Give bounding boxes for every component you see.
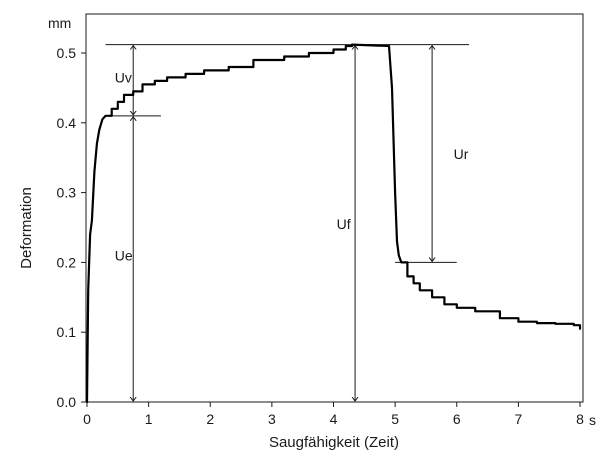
series-group	[85, 43, 582, 404]
dimension-label-ue: Ue	[115, 247, 133, 263]
x-tick-label: 0	[83, 411, 91, 427]
x-tick-label: 5	[391, 411, 399, 427]
series-line	[85, 43, 582, 404]
x-tick-label: 7	[514, 411, 522, 427]
dimension-label-ur: Ur	[454, 146, 469, 162]
dimension-label-uf: Uf	[337, 216, 351, 232]
y-tick-label: 0.5	[57, 45, 77, 61]
y-tick-label: 0.4	[57, 115, 77, 131]
annotations: Uv Ue Uf Ur	[115, 46, 469, 401]
y-axis: 0.0 0.1 0.2 0.3 0.4 0.5	[57, 45, 86, 410]
x-tick-label: 4	[330, 411, 338, 427]
x-axis: 0 1 2 3 4 5 6 7 8	[83, 402, 584, 427]
x-axis-title: Saugfähigkeit (Zeit)	[269, 434, 399, 451]
y-axis-title: Deformation	[18, 187, 35, 269]
y-axis-unit: mm	[48, 15, 71, 31]
y-tick-label: 0.2	[57, 254, 77, 270]
plot-frame	[85, 13, 584, 403]
x-tick-label: 3	[268, 411, 276, 427]
x-tick-label: 2	[206, 411, 214, 427]
reference-lines	[105, 44, 470, 263]
dimension-label-uv: Uv	[115, 69, 132, 85]
y-tick-label: 0.1	[57, 324, 77, 340]
x-axis-unit: s	[589, 412, 596, 428]
y-tick-label: 0.3	[57, 185, 77, 201]
x-tick-label: 8	[576, 411, 584, 427]
y-tick-label: 0.0	[57, 394, 77, 410]
x-tick-label: 1	[145, 411, 153, 427]
x-tick-label: 6	[453, 411, 461, 427]
